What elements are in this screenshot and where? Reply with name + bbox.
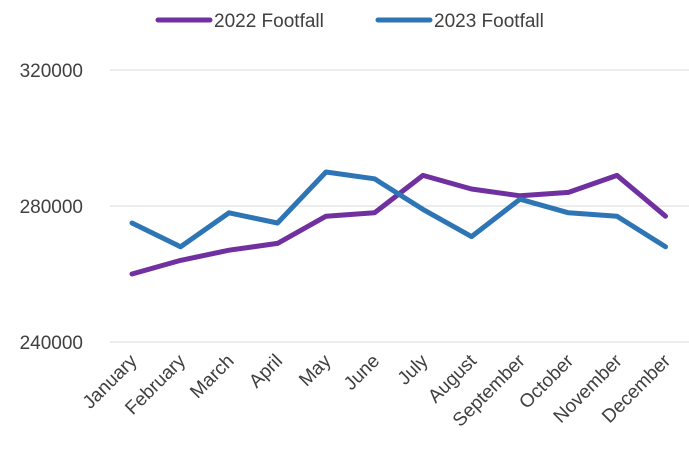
y-tick-label: 320000 (20, 61, 83, 82)
y-tick-label: 280000 (20, 197, 83, 218)
series-layer (129, 169, 668, 277)
x-tick-label: July (394, 350, 433, 389)
x-tick-label: April (245, 351, 287, 393)
legend: 2022 Footfall 2023 Footfall (155, 11, 544, 32)
x-tick-label: June (340, 351, 384, 395)
series-line-2 (129, 169, 668, 250)
y-tick-label: 240000 (20, 333, 83, 354)
x-tick-label: May (295, 350, 336, 391)
gridlines (110, 69, 689, 343)
legend-label: 2023 Footfall (434, 11, 544, 32)
x-tick-label: March (186, 351, 238, 403)
y-axis-ticks: 240000 280000 320000 (20, 61, 83, 354)
legend-label: 2022 Footfall (214, 11, 324, 32)
